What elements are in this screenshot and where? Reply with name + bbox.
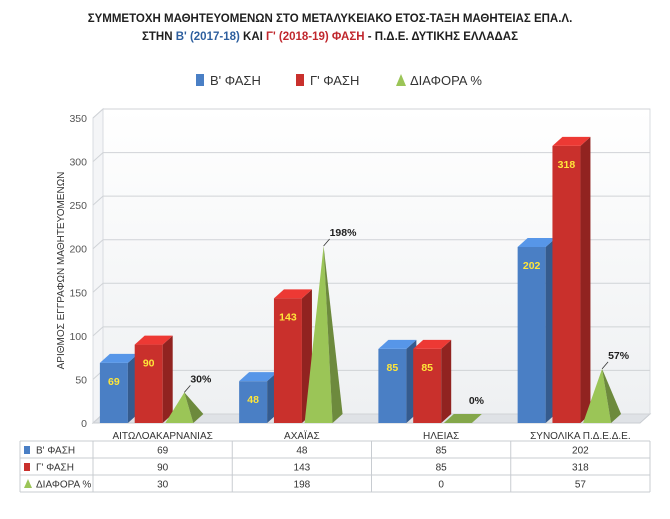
table-cell: 198 [294, 480, 311, 491]
pyramid-flat [443, 414, 482, 423]
y-tick-label: 100 [69, 331, 87, 343]
bar-top [239, 372, 278, 382]
bar-top [134, 335, 173, 345]
table-cell: 48 [296, 446, 308, 457]
bar-top [99, 353, 138, 363]
bar-front [413, 348, 442, 423]
title-line2-prefix: ΣΤΗΝ [142, 31, 176, 43]
table-cell: 85 [436, 463, 448, 474]
data-label-leader [184, 385, 191, 393]
bar-front [552, 145, 581, 423]
table-series-name: Γ' ΦΑΣΗ [36, 463, 74, 474]
gridline-side [92, 152, 104, 162]
title-line2-suffix: - Π.Δ.Ε. ΔΥΤΙΚΗΣ ΕΛΛΑΔΑΣ [365, 31, 519, 43]
table-cell: 318 [572, 463, 589, 474]
data-label: 85 [387, 362, 399, 374]
data-label: 90 [143, 358, 155, 370]
data-label: 48 [247, 394, 259, 406]
data-label: 69 [108, 376, 120, 388]
bar-front [378, 348, 407, 423]
data-label: 57% [608, 350, 630, 362]
y-tick-label: 250 [69, 200, 87, 212]
data-label: 143 [279, 311, 297, 323]
x-category-label: ΗΛΕΙΑΣ [423, 431, 459, 442]
legend-swatch [296, 74, 304, 86]
data-label: 198% [330, 227, 358, 239]
legend-label: ΔΙΑΦΟΡΑ % [410, 73, 482, 88]
table-series-name: ΔΙΑΦΟΡΑ % [36, 480, 91, 491]
bar-top [273, 289, 312, 299]
bar-side [162, 335, 173, 423]
data-label: 318 [558, 159, 576, 171]
bar-top [413, 339, 452, 349]
gridline-side [92, 239, 104, 250]
y-tick-label: 300 [69, 157, 87, 169]
table-cell: 69 [157, 446, 169, 457]
table-cell: 202 [572, 446, 589, 457]
x-category-label: ΣΥΝΟΛΙΚΑ Π.Δ.Ε.Δ.Ε. [530, 431, 631, 442]
pyramid-side [323, 245, 343, 423]
table-cell: 85 [436, 446, 448, 457]
title-line2-mid: ΚΑΙ [240, 31, 266, 43]
y-tick-label: 50 [75, 374, 87, 386]
chart-title-line2: ΣΤΗΝ Β' (2017-18) ΚΑΙ Γ' (2018-19) ΦΑΣΗ … [142, 31, 518, 43]
bar-top [552, 136, 591, 146]
bar-front [273, 298, 302, 423]
data-label-leader [601, 361, 609, 370]
bar-top [517, 237, 556, 247]
legend-swatch [396, 74, 406, 86]
table-series-swatch [24, 463, 30, 471]
bar-front [239, 381, 268, 423]
table-cell: 30 [157, 480, 169, 491]
table-series-swatch [24, 446, 30, 454]
data-label: 202 [523, 260, 541, 272]
table-series-swatch [24, 479, 32, 488]
chart-title-line1: ΣΥΜΜΕΤΟΧΗ ΜΑΘΗΤΕΥΟΜΕΝΩΝ ΣΤΟ ΜΕΤΑΛΥΚΕΙΑΚΟ… [88, 13, 573, 25]
pyramid-front [304, 245, 333, 423]
table-cell: 90 [157, 463, 169, 474]
legend-swatch [196, 74, 204, 86]
pyramid-front [583, 368, 612, 423]
y-tick-label: 0 [81, 418, 87, 430]
bar-front [99, 362, 128, 423]
x-category-label: ΑΧΑΪΑΣ [284, 430, 320, 442]
gridline-side [92, 195, 104, 206]
bar-front [517, 246, 546, 423]
pyramid-side [602, 368, 622, 423]
data-label: 30% [190, 373, 212, 385]
table-series-name: Β' ΦΑΣΗ [36, 446, 75, 457]
gridline-side [92, 108, 104, 119]
table-cell: 57 [575, 480, 587, 491]
table-cell: 143 [294, 463, 311, 474]
data-label: 85 [421, 362, 433, 374]
gridline-side [92, 282, 104, 293]
pyramid-front [165, 392, 194, 423]
y-axis-label: ΑΡΙΘΜΟΣ ΕΓΓΡΑΦΩΝ ΜΑΘΗΤΕΥΟΜΕΝΩΝ [56, 172, 67, 370]
data-label: 0% [469, 395, 485, 407]
bar-top [378, 339, 417, 349]
bar-side [441, 339, 452, 423]
legend-label: Γ' ΦΑΣΗ [310, 73, 359, 88]
title-line2-b: Β' (2017-18) [176, 31, 240, 43]
y-tick-label: 350 [69, 113, 87, 125]
y-tick-label: 150 [69, 287, 87, 299]
bar-front [134, 344, 163, 423]
title-line2-g: Γ' (2018-19) ΦΑΣΗ [266, 31, 365, 43]
table-cell: 0 [438, 480, 444, 491]
legend-label: Β' ΦΑΣΗ [210, 73, 261, 88]
y-tick-label: 200 [69, 244, 87, 256]
bar-side [580, 136, 591, 423]
x-category-label: ΑΙΤΩΛΟΑΚΑΡΝΑΝΙΑΣ [112, 431, 212, 442]
pyramid-side [184, 392, 204, 423]
gridline-side [92, 326, 104, 337]
data-label-leader [323, 238, 330, 247]
